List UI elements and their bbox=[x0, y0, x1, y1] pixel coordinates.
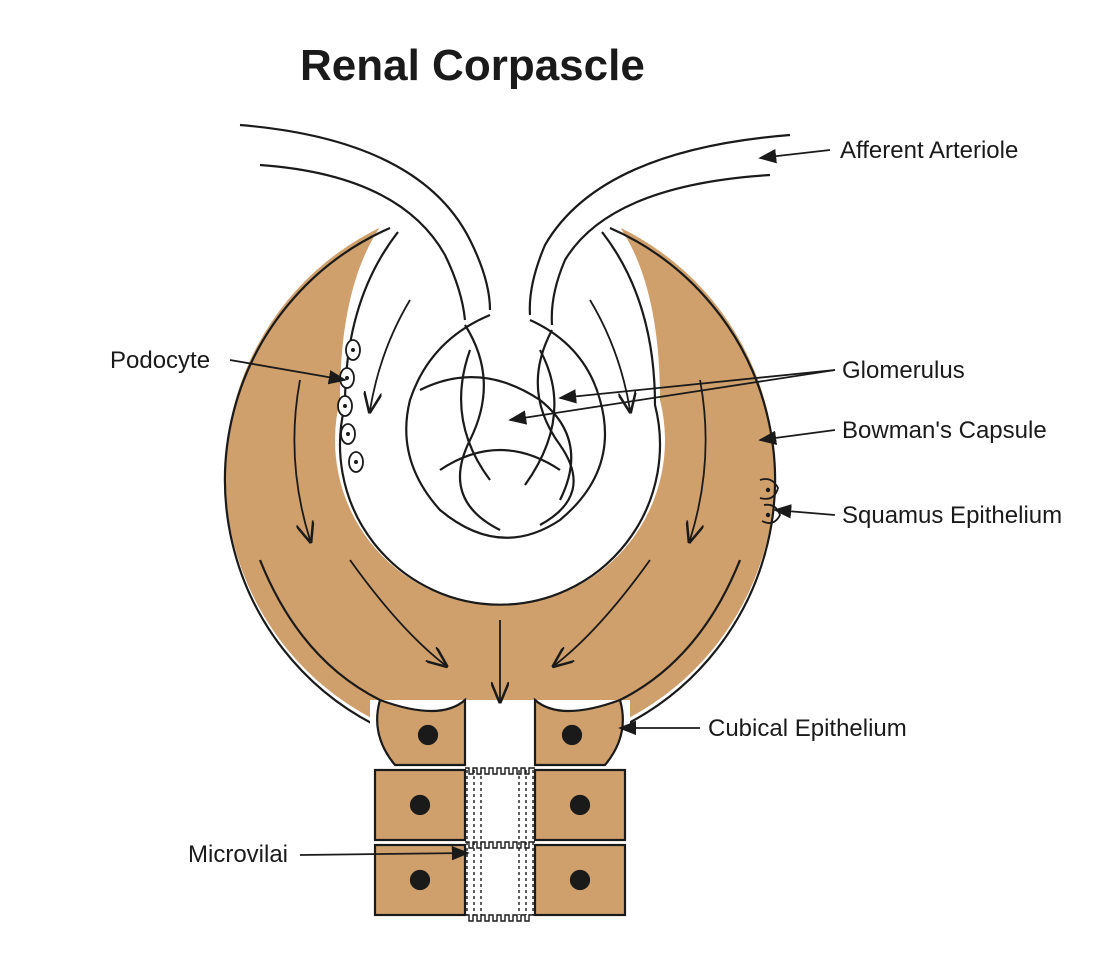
renal-corpuscle-diagram: Renal Corpascle bbox=[0, 0, 1120, 980]
label-podocyte: Podocyte bbox=[110, 347, 210, 374]
label-glomerulus: Glomerulus bbox=[842, 357, 965, 384]
label-cubical: Cubical Epithelium bbox=[708, 715, 907, 742]
label-squamus: Squamus Epithelium bbox=[842, 502, 1062, 529]
page-title: Renal Corpascle bbox=[300, 41, 645, 90]
label-afferent: Afferent Arteriole bbox=[840, 137, 1018, 164]
label-bowmans: Bowman's Capsule bbox=[842, 417, 1047, 444]
label-microvilai: Microvilai bbox=[188, 841, 288, 868]
